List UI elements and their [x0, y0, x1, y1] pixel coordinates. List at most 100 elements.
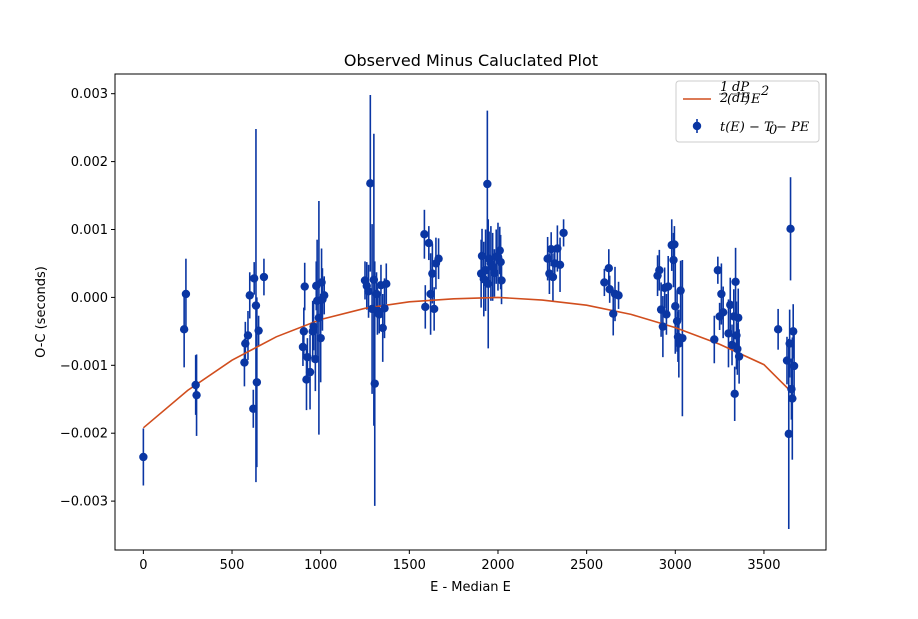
data-point	[300, 282, 309, 291]
x-tick-label: 2500	[570, 558, 603, 573]
data-point	[317, 278, 326, 287]
data-point	[773, 325, 783, 334]
data-point	[548, 272, 558, 282]
data-point	[787, 384, 796, 394]
data-point	[662, 310, 671, 319]
data-point	[302, 375, 311, 384]
data-point	[734, 313, 743, 322]
x-tick-label: 1000	[304, 558, 337, 573]
data-point	[490, 268, 499, 278]
data-point	[496, 257, 505, 267]
x-tick-label: 0	[139, 558, 147, 573]
data-point	[731, 277, 740, 286]
legend-frac-half: 1	[720, 80, 728, 95]
data-point	[254, 326, 263, 335]
data-point	[655, 266, 664, 275]
data-point	[420, 230, 429, 239]
data-point	[710, 335, 719, 344]
data-point	[179, 325, 189, 334]
data-point	[314, 313, 324, 322]
legend-paren-close: )	[744, 92, 750, 107]
data-point	[252, 378, 262, 387]
data-point	[483, 179, 492, 189]
data-point	[380, 304, 389, 313]
data-point	[249, 274, 259, 283]
data-point	[139, 452, 148, 462]
y-tick-label: −0.002	[60, 427, 108, 442]
data-point	[249, 404, 258, 413]
legend-data-label: t(E) − T 0 − PE	[720, 120, 810, 138]
data-point	[251, 301, 261, 310]
data-point	[299, 327, 309, 336]
data-point	[364, 287, 373, 296]
data-point	[717, 289, 726, 299]
data-point	[311, 354, 320, 364]
x-tick-label: 3000	[659, 558, 692, 573]
data-point	[374, 310, 384, 319]
x-axis-label: E - Median E	[430, 580, 511, 595]
data-point	[370, 379, 379, 388]
data-point	[309, 322, 318, 331]
data-point	[259, 272, 269, 282]
y-tick-label: −0.003	[60, 495, 108, 510]
data-point	[789, 361, 799, 371]
chart-title: Observed Minus Caluclated Plot	[344, 51, 598, 70]
y-tick-label: 0.002	[71, 155, 108, 170]
data-point	[546, 244, 556, 254]
data-point	[382, 279, 391, 289]
data-point	[614, 291, 623, 300]
data-point	[676, 286, 685, 295]
data-point	[181, 289, 191, 299]
legend: 1 2 ( dP dE ) E 2 t(E) − T 0 − PE	[675, 80, 820, 143]
data-point	[372, 289, 381, 299]
legend-box	[675, 80, 820, 143]
axis-ticks: 0 500 1000 1500 2000 2500 3000 3500 −0.003 −0.002…	[60, 87, 781, 573]
data-point	[191, 380, 200, 390]
data-point	[378, 323, 387, 333]
data-point	[788, 394, 797, 403]
data-point	[429, 304, 439, 314]
data-point	[298, 342, 308, 352]
data-point	[484, 279, 493, 289]
legend-e: E	[750, 92, 761, 107]
data-point	[670, 240, 679, 249]
x-tick-label: 500	[220, 558, 245, 573]
data-point	[428, 269, 437, 278]
data-point	[243, 331, 253, 340]
data-point	[316, 333, 325, 343]
data-point	[555, 260, 565, 270]
legend-dp: dP	[732, 80, 749, 95]
data-point	[477, 251, 487, 261]
data-point	[424, 238, 434, 248]
data-point	[543, 254, 552, 263]
data-point	[671, 302, 680, 311]
x-tick-label: 1500	[393, 558, 426, 573]
data-point	[724, 329, 733, 338]
data-point	[782, 356, 792, 365]
data-point	[497, 276, 506, 285]
data-point	[426, 289, 435, 299]
data-point	[369, 275, 379, 284]
data-point	[730, 389, 739, 399]
x-tick-label: 2000	[481, 558, 514, 573]
legend-fit-label: 1 2 ( dP dE ) E 2	[719, 80, 769, 107]
x-tick-label: 3500	[747, 558, 780, 573]
data-point	[786, 224, 795, 234]
y-tick-label: 0.000	[71, 291, 108, 306]
data-point	[305, 367, 315, 377]
legend-data-text-b: − PE	[776, 120, 810, 135]
data-point	[784, 429, 793, 439]
data-point	[495, 246, 504, 255]
fit-curve-line	[142, 296, 792, 429]
legend-data-marker	[692, 121, 702, 131]
legend-data-sub: 0	[769, 123, 777, 138]
data-point	[718, 308, 728, 317]
data-point	[788, 327, 798, 336]
data-point	[192, 390, 201, 400]
data-point	[434, 254, 443, 263]
data-point	[726, 300, 735, 310]
data-point	[672, 316, 682, 326]
axes-frame	[114, 73, 827, 551]
